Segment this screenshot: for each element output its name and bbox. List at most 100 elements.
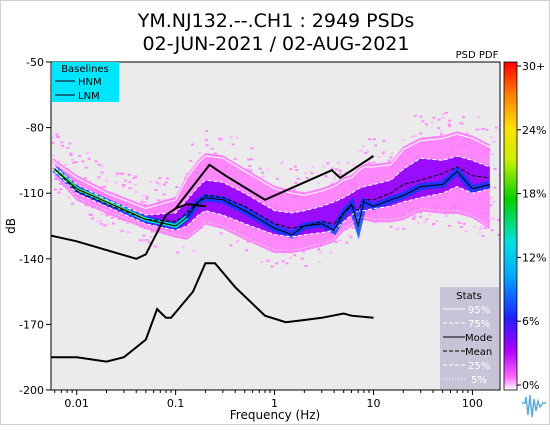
pdf-faint-cell <box>311 166 315 169</box>
pdf-faint-cell <box>361 145 365 148</box>
stat-line-p25 <box>54 170 490 238</box>
pdf-faint-cell <box>151 230 154 233</box>
pdf-faint-cell <box>162 193 166 196</box>
pdf-faint-cell <box>349 236 353 239</box>
pdf-faint-cell <box>490 229 494 232</box>
pdf-faint-cell <box>479 227 483 230</box>
pdf-faint-cell <box>331 181 335 184</box>
pdf-faint-cell <box>105 223 109 226</box>
y-tick-label: -140 <box>19 253 44 266</box>
pdf-faint-cell <box>352 164 356 167</box>
pdf-faint-cell <box>329 183 333 186</box>
pdf-faint-cell <box>489 204 493 207</box>
pdf-faint-cell <box>377 156 381 158</box>
pdf-faint-cell <box>401 139 405 142</box>
pdf-faint-cell <box>53 188 57 191</box>
pdf-faint-cell <box>492 140 496 143</box>
pdf-faint-cell <box>218 137 221 140</box>
pdf-faint-cell <box>480 225 484 228</box>
pdf-faint-cell <box>59 188 63 191</box>
pdf-faint-cell <box>250 147 254 150</box>
legend-p5-label: 5% <box>471 375 487 386</box>
pdf-faint-cell <box>317 182 320 185</box>
pdf-faint-cell <box>330 167 334 170</box>
pdf-faint-cell <box>481 235 485 238</box>
pdf-faint-cell <box>117 218 121 220</box>
pdf-faint-cell <box>498 174 500 177</box>
pdf-faint-cell <box>267 258 271 261</box>
pdf-faint-cell <box>304 172 308 175</box>
pdf-faint-cell <box>292 188 296 191</box>
pdf-faint-cell <box>51 141 55 144</box>
pdf-faint-cell <box>67 196 71 199</box>
pdf-faint-cell <box>231 143 235 146</box>
stat-line-p75 <box>54 155 490 216</box>
stats-legend: Stats 95% 75% Mode Mean 25% 5% <box>440 287 499 389</box>
pdf-faint-cell <box>441 113 445 116</box>
pdf-faint-cell <box>236 239 240 242</box>
pdf-faint-cell <box>132 177 136 180</box>
pdf-faint-cell <box>288 256 292 259</box>
pdf-faint-cell <box>156 199 160 202</box>
pdf-faint-cell <box>444 112 448 114</box>
stat-line-p95 <box>54 133 491 210</box>
pdf-faint-cell <box>304 265 308 267</box>
pdf-faint-cell <box>292 254 296 257</box>
pdf-faint-cell <box>91 217 94 220</box>
pdf-faint-cell <box>473 225 477 228</box>
pdf-faint-cell <box>337 161 340 164</box>
pdf-faint-cell <box>351 226 355 229</box>
pdf-faint-cell <box>402 227 406 230</box>
pdf-faint-cell <box>100 164 104 167</box>
pdf-faint-cell <box>115 174 119 177</box>
y-tick-label: -50 <box>26 56 44 69</box>
pdf-faint-cell <box>364 152 368 154</box>
pdf-faint-cell <box>51 136 54 139</box>
pdf-faint-cell <box>157 182 161 185</box>
pdf-faint-cell <box>142 194 145 197</box>
pdf-faint-cell <box>337 168 341 171</box>
pdf-faint-cell <box>138 239 142 242</box>
colorbar-tick-label: 0% <box>522 379 539 392</box>
pdf-faint-cell <box>465 131 469 134</box>
pdf-faint-cell <box>440 133 443 136</box>
pdf-faint-cell <box>128 181 132 184</box>
pdf-faint-cell <box>128 187 132 190</box>
pdf-faint-cell <box>84 166 88 169</box>
pdf-faint-cell <box>448 125 452 128</box>
chart-title-line2: 02-JUN-2021 / 02-AUG-2021 <box>143 33 410 55</box>
pdf-faint-cell <box>140 201 144 204</box>
pdf-faint-cell <box>294 181 298 184</box>
pdf-faint-cell <box>218 139 222 142</box>
pdf-faint-cell <box>60 140 64 143</box>
pdf-faint-cell <box>64 163 68 166</box>
pdf-faint-cell <box>490 196 494 199</box>
legend-p25-label: 25% <box>468 361 490 372</box>
pdf-faint-cell <box>121 173 125 175</box>
pdf-faint-cell <box>285 262 289 265</box>
pdf-faint-cell <box>142 234 146 237</box>
pdf-faint-cell <box>104 179 108 182</box>
pdf-faint-cell <box>149 180 153 183</box>
pdf-faint-cell <box>99 222 103 225</box>
pdf-faint-cell <box>389 156 393 159</box>
pdf-faint-cell <box>154 189 158 191</box>
chart-title-line1: YM.NJ132.--.CH1 : 2949 PSDs <box>137 10 414 32</box>
pdf-faint-cell <box>210 147 214 150</box>
waveform-logo-icon <box>522 394 546 418</box>
pdf-faint-cell <box>54 178 58 180</box>
pdf-faint-cell <box>229 136 233 139</box>
pdf-faint-cell <box>51 162 55 164</box>
pdf-faint-cell <box>368 162 372 165</box>
pdf-faint-cell <box>164 181 168 184</box>
pdf-faint-cell <box>344 171 348 174</box>
pdf-faint-cell <box>347 233 351 236</box>
pdf-faint-cell <box>261 171 265 174</box>
pdf-faint-cell <box>387 159 391 162</box>
pdf-faint-cell <box>205 144 209 147</box>
pdf-faint-cell <box>127 231 131 234</box>
pdf-faint-cell <box>261 175 265 178</box>
pdf-faint-cell <box>439 130 443 133</box>
pdf-faint-cell <box>319 251 323 254</box>
x-tick-label: 100 <box>462 397 483 410</box>
